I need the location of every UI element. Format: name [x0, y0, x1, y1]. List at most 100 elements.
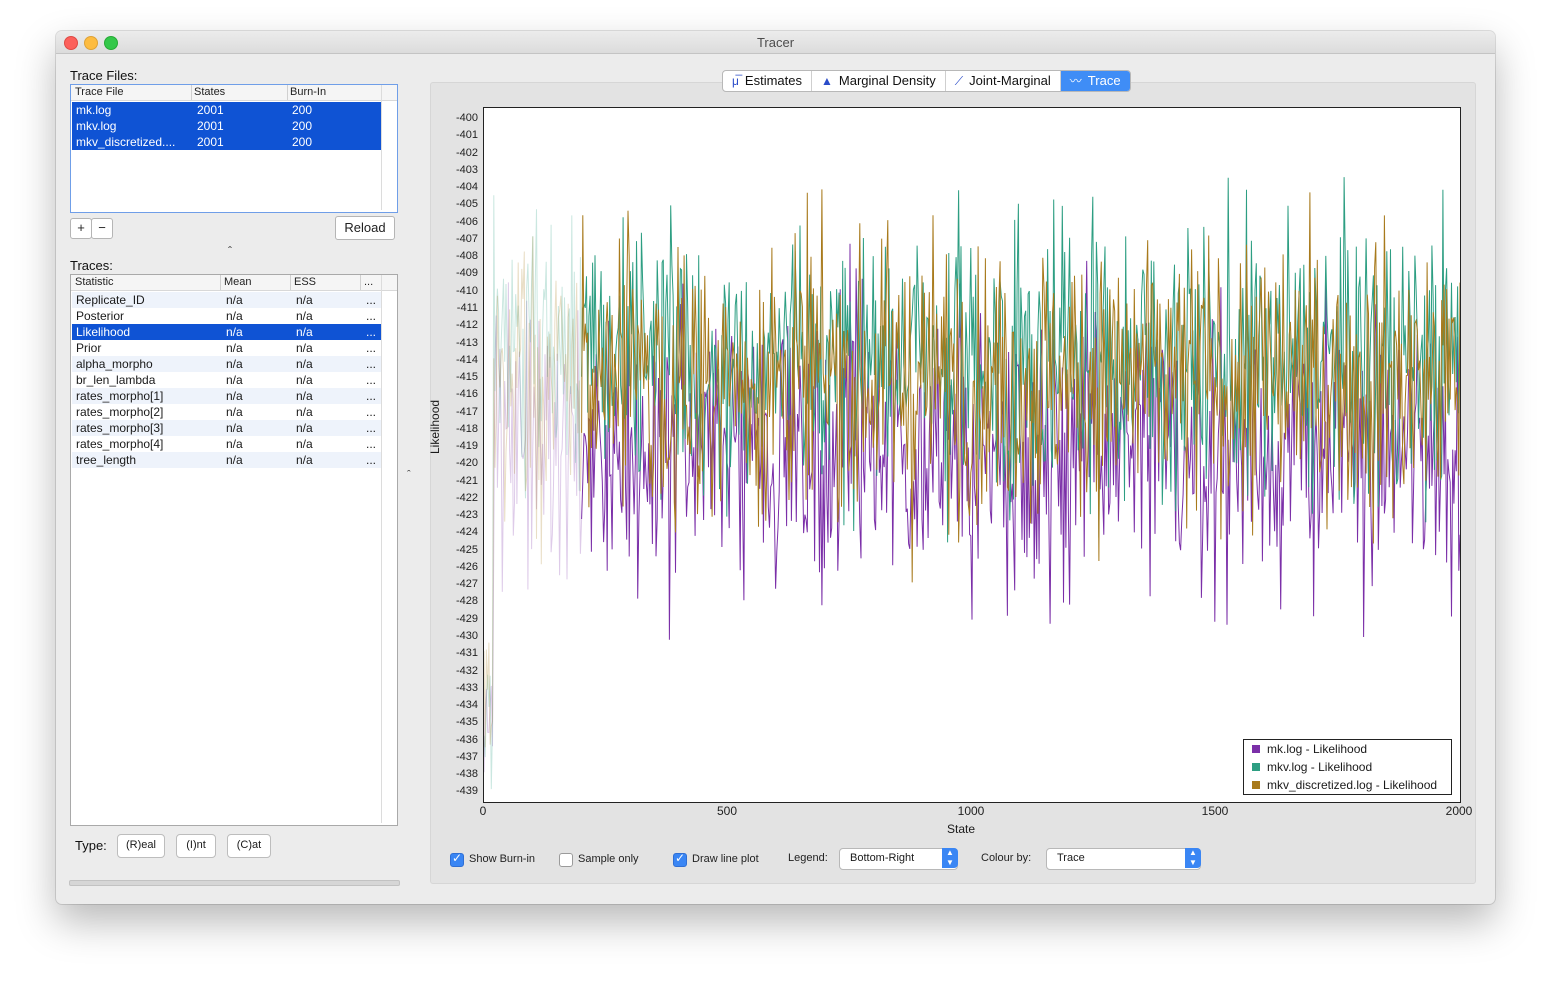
col-trace-file[interactable]: Trace File	[75, 86, 124, 98]
series-path	[581, 189, 1460, 583]
legend-text: mkv.log - Likelihood	[1267, 760, 1373, 774]
y-tick-label: -437	[455, 750, 478, 763]
type-label: Type:	[75, 838, 107, 853]
chevron-updown-icon: ▲ ▼	[1185, 848, 1201, 868]
trace-row[interactable]: br_len_lambda n/a n/a...	[72, 372, 381, 388]
trace-more-cell: ...	[366, 421, 377, 435]
trace-row[interactable]: Posterior n/a n/a...	[72, 308, 381, 324]
trace-stat-cell: tree_length	[76, 453, 137, 467]
burn-in-path	[484, 195, 583, 790]
type-cat-button[interactable]: (C)at	[227, 834, 271, 858]
col-more[interactable]: ...	[364, 276, 374, 288]
y-tick-label: -431	[455, 647, 478, 660]
split-pane-collapse-icon[interactable]: ˆ	[228, 244, 232, 258]
trace-row[interactable]: rates_morpho[1] n/a n/a...	[72, 388, 381, 404]
minimize-window-button[interactable]	[84, 36, 98, 50]
trace-ess-cell: n/a	[296, 325, 313, 339]
trace-more-cell: ...	[366, 373, 377, 387]
trace-file-name: mkv_discretized....	[76, 135, 176, 149]
col-mean[interactable]: Mean	[224, 276, 252, 288]
trace-row[interactable]: Replicate_ID n/a n/a...	[72, 292, 381, 308]
y-tick-label: -427	[455, 578, 478, 591]
tab-trace[interactable]: 〰 Trace	[1060, 71, 1130, 91]
trace-plot-area[interactable]	[483, 107, 1461, 803]
tab-estimates[interactable]: μ̅ Estimates	[723, 71, 812, 91]
col-burn-in[interactable]: Burn-In	[290, 86, 327, 98]
trace-mean-cell: n/a	[226, 437, 243, 451]
col-states[interactable]: States	[194, 86, 226, 98]
trace-file-burnin[interactable]: 200	[292, 135, 313, 149]
add-trace-file-button[interactable]: +	[70, 218, 92, 239]
legend-entry: mkv_discretized.log - Likelihood	[1252, 778, 1437, 792]
type-real-button[interactable]: (R)eal	[117, 834, 165, 858]
col-ess[interactable]: ESS	[294, 276, 317, 288]
trace-line	[581, 177, 1460, 543]
trace-mean-cell: n/a	[226, 453, 243, 467]
x-tick-label: 2000	[1445, 804, 1473, 818]
trace-ess-cell: n/a	[296, 389, 313, 403]
y-tick-label: -430	[455, 629, 478, 642]
trace-row[interactable]: Prior n/a n/a...	[72, 340, 381, 356]
trace-file-burnin[interactable]: 200	[292, 119, 313, 133]
series-path	[581, 177, 1460, 543]
trace-row[interactable]: Likelihood n/a n/a...	[72, 324, 381, 340]
trace-row[interactable]: tree_length n/a n/a...	[72, 452, 381, 468]
trace-file-name: mk.log	[76, 103, 112, 117]
y-tick-label: -420	[455, 457, 478, 470]
burn-in-path	[484, 282, 583, 773]
split-pane-divider-icon[interactable]: ˆ	[407, 469, 411, 481]
trace-file-row[interactable]: mkv_discretized.... 2001 200	[72, 134, 381, 150]
trace-files-table[interactable]: Trace File States Burn-In mk.log 2001 20…	[70, 84, 398, 213]
view-tabs: μ̅ Estimates ▲ Marginal Density ⟋ Joint-Mar…	[722, 70, 1131, 92]
trace-stat-cell: rates_morpho[3]	[76, 421, 164, 435]
trace-more-cell: ...	[366, 437, 377, 451]
zoom-window-button[interactable]	[104, 36, 118, 50]
show-burnin-checkbox[interactable]	[450, 851, 464, 867]
col-statistic[interactable]: Statistic	[75, 276, 114, 288]
trace-row[interactable]: rates_morpho[3] n/a n/a...	[72, 420, 381, 436]
y-tick-label: -422	[455, 491, 478, 504]
legend-position-select[interactable]: Bottom-Right ▲ ▼	[839, 848, 958, 870]
y-tick-label: -400	[455, 112, 478, 125]
trace-file-burnin[interactable]: 200	[292, 103, 313, 117]
y-tick-label: -428	[455, 595, 478, 608]
draw-line-plot-checkbox[interactable]	[673, 851, 687, 867]
sample-only-checkbox[interactable]	[559, 853, 573, 867]
traces-scroll-track	[381, 275, 382, 823]
trace-file-row[interactable]: mk.log 2001 200	[72, 102, 381, 118]
colour-by-value: Trace	[1057, 852, 1085, 864]
trace-row[interactable]: rates_morpho[4] n/a n/a...	[72, 436, 381, 452]
tab-marginal-density[interactable]: ▲ Marginal Density	[812, 71, 946, 91]
trace-ess-cell: n/a	[296, 453, 313, 467]
trace-stat-cell: br_len_lambda	[76, 373, 156, 387]
trace-ess-cell: n/a	[296, 341, 313, 355]
type-int-button[interactable]: (I)nt	[176, 834, 216, 858]
colour-by-select[interactable]: Trace ▲ ▼	[1046, 848, 1201, 870]
show-burnin-label: Show Burn-in	[469, 853, 536, 865]
legend-entry: mk.log - Likelihood	[1252, 742, 1367, 756]
traces-table[interactable]: Statistic Mean ESS ... Replicate_ID n/a n/…	[70, 274, 398, 826]
trace-row[interactable]: alpha_morpho n/a n/a...	[72, 356, 381, 372]
trace-row[interactable]: rates_morpho[2] n/a n/a...	[72, 404, 381, 420]
legend-text: mk.log - Likelihood	[1267, 742, 1368, 756]
trace-mean-cell: n/a	[226, 421, 243, 435]
trace-file-row[interactable]: mkv.log 2001 200	[72, 118, 381, 134]
close-window-button[interactable]	[64, 36, 78, 50]
trace-file-states: 2001	[197, 135, 224, 149]
legend-entry: mkv.log - Likelihood	[1252, 760, 1372, 774]
trace-stat-cell: Likelihood	[76, 325, 131, 339]
y-tick-label: -418	[455, 422, 478, 435]
trace-more-cell: ...	[366, 389, 377, 403]
y-tick-label: -434	[455, 699, 478, 712]
trace-file-name: mkv.log	[76, 119, 117, 133]
reload-button[interactable]: Reload	[335, 216, 395, 240]
y-tick-label: -405	[455, 198, 478, 211]
legend-swatch	[1252, 745, 1260, 753]
trace-mean-cell: n/a	[226, 309, 243, 323]
trace-more-cell: ...	[366, 357, 377, 371]
remove-trace-file-button[interactable]: −	[91, 218, 113, 239]
y-tick-label: -436	[455, 733, 478, 746]
sample-only-label: Sample only	[578, 853, 639, 865]
trace-file-states: 2001	[197, 103, 224, 117]
tab-joint-marginal[interactable]: ⟋ Joint-Marginal	[946, 71, 1061, 91]
